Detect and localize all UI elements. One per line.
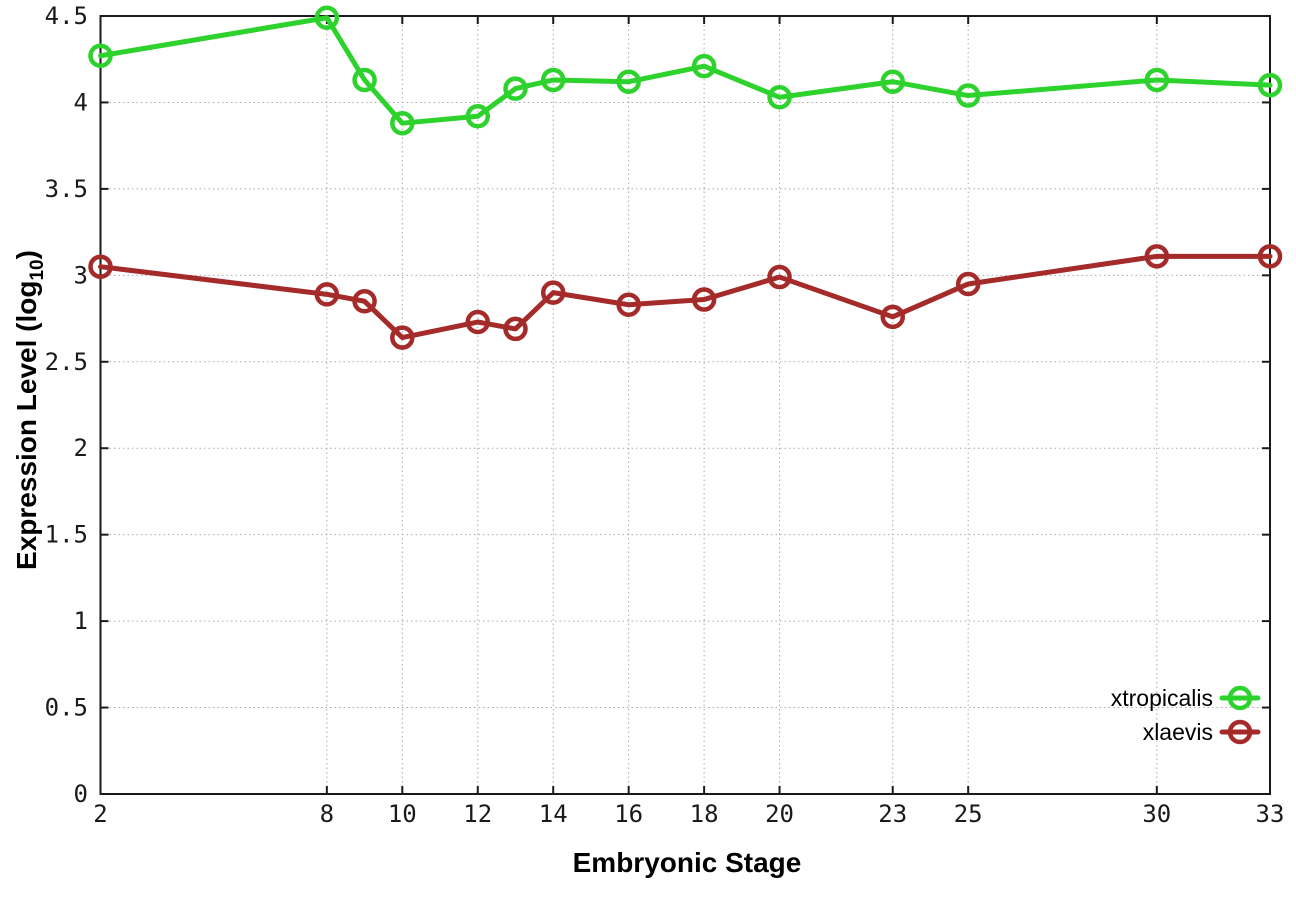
y-tick-label: 4 [74,88,88,116]
y-tick-label: 4.5 [45,2,88,30]
x-tick-label: 2 [93,800,107,828]
data-point-marker-xlaevis [767,264,792,290]
y-axis-title-subscript: 10 [27,259,48,280]
x-tick-label: 12 [463,800,492,828]
data-point-marker-xlaevis [465,309,491,335]
data-point-marker-xlaevis [616,292,641,317]
x-tick-label: 16 [614,800,643,828]
data-point-marker-xtropicalis [767,85,792,110]
x-tick-label: 25 [954,800,983,828]
data-point-marker-xlaevis [352,289,377,314]
data-point-marker-xtropicalis [390,110,415,136]
series-layer [88,5,1283,350]
y-tick-label: 1.5 [45,521,88,549]
x-tick-label: 23 [878,800,907,828]
y-tick-label: 0.5 [45,694,88,722]
data-point-marker-xlaevis [880,304,905,330]
series-line-xtropicalis [98,15,1273,126]
data-point-marker-xtropicalis [616,69,641,94]
y-tick-label: 3 [74,261,88,289]
x-axis-title: Embryonic Stage [573,847,802,878]
y-tick-label: 3.5 [45,175,88,203]
data-point-marker-xlaevis [540,280,566,305]
data-point-marker-xtropicalis [88,43,113,69]
plot-border-layer [99,15,1271,795]
data-point-marker-xtropicalis [314,5,340,30]
legend-row-xlaevis: xlaevis [1143,719,1261,745]
data-point-marker-xtropicalis [880,69,905,94]
grid-layer [100,15,1271,795]
data-point-marker-xtropicalis [1257,72,1283,98]
x-tick-label: 33 [1256,800,1285,828]
series-xtropicalis [88,5,1283,136]
tick-layer [99,15,1271,795]
legend-sample-marker-xtropicalis [1227,685,1253,711]
data-point-marker-xtropicalis [352,67,377,93]
legend-label-xlaevis: xlaevis [1143,719,1213,745]
x-tick-label: 8 [320,800,334,828]
tick-label-layer: 2 8 10 12 14 16 18 20 23 25 30 33 0 0.5 1 1.5 2 2.5 3 3.5 4 4… [45,2,1285,828]
plot-border [99,15,1271,795]
data-point-marker-xlaevis [1144,244,1170,269]
data-point-marker-xtropicalis [691,53,717,79]
series-line-xlaevis [98,253,1273,341]
y-tick-label: 0 [74,780,88,808]
legend-sample-marker-xlaevis [1227,719,1253,745]
y-tick-label: 2 [74,434,88,462]
data-point-marker-xlaevis [88,254,113,279]
y-tick-label: 2.5 [45,348,88,376]
data-point-marker-xlaevis [1257,244,1283,269]
x-tick-label: 10 [388,800,417,828]
legend-layer: xtropicalis xlaevis [1111,685,1261,745]
data-point-marker-xtropicalis [503,76,528,101]
data-point-marker-xtropicalis [465,104,491,129]
x-tick-label: 20 [765,800,794,828]
x-tick-label: 18 [690,800,719,828]
series-xlaevis [88,244,1283,350]
data-point-marker-xtropicalis [955,83,981,108]
y-axis-title: Expression Level (log10) [11,250,48,570]
x-tick-label: 14 [539,800,568,828]
data-point-marker-xtropicalis [1144,67,1170,93]
y-axis-title-suffix: ) [11,250,42,259]
x-tick-label: 30 [1142,800,1171,828]
y-axis-title-main: Expression Level (log [11,281,42,570]
legend-label-xtropicalis: xtropicalis [1111,685,1213,711]
data-point-marker-xlaevis [390,325,415,350]
data-point-marker-xlaevis [314,282,340,307]
data-point-marker-xtropicalis [540,67,566,93]
data-point-marker-xlaevis [955,271,981,297]
data-point-marker-xlaevis [691,287,717,312]
data-point-marker-xlaevis [503,316,528,342]
y-tick-label: 1 [74,607,88,635]
legend-row-xtropicalis: xtropicalis [1111,685,1261,711]
